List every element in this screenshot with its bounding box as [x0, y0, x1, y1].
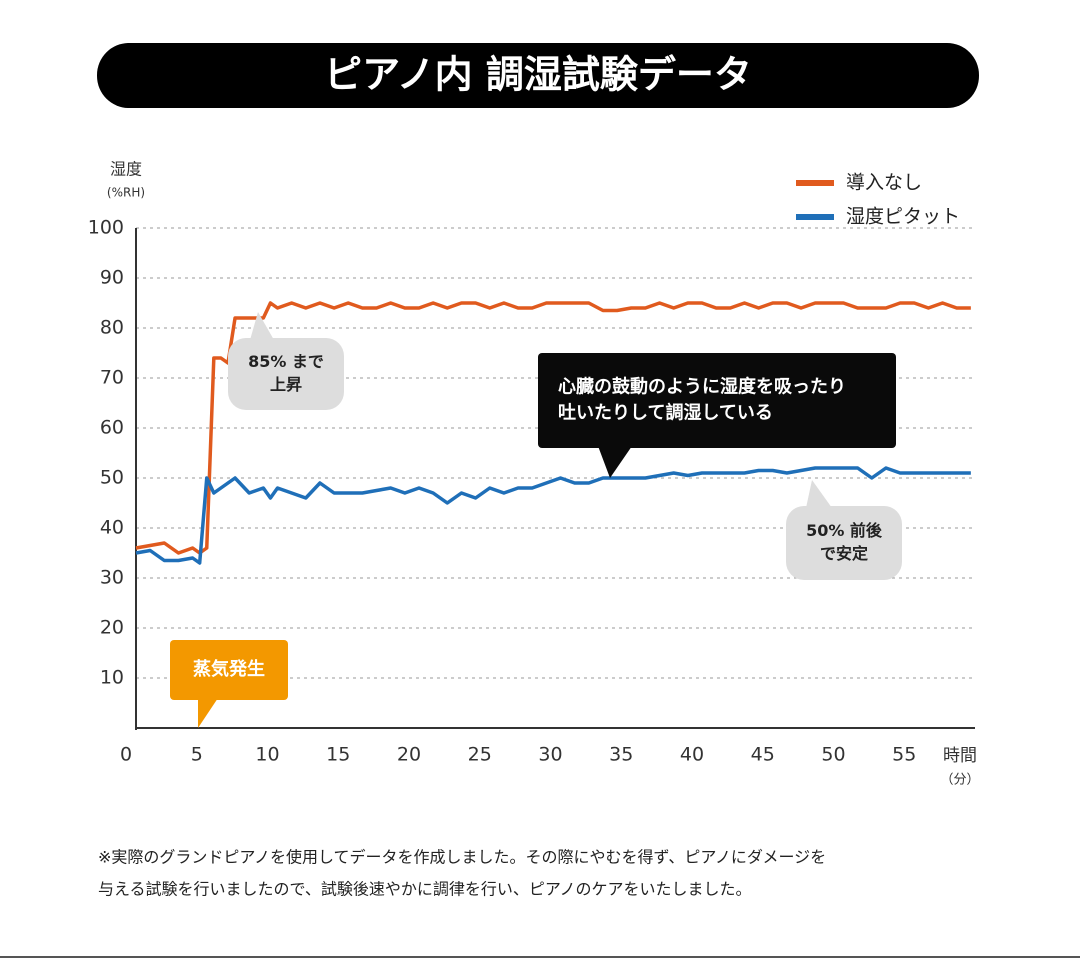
x-axis-unit: （分）: [940, 773, 979, 788]
x-tick-label: 50: [821, 744, 845, 766]
y-tick-label: 80: [100, 317, 124, 339]
callout-tail: [250, 312, 274, 340]
footnote: ※実際のグランドピアノを使用してデータを作成しました。その際にやむを得ず、ピアノ…: [98, 848, 826, 867]
callout-text: 吐いたりして調湿している: [558, 402, 773, 424]
data-line: [135, 301, 971, 555]
y-tick-label: 70: [100, 367, 124, 389]
callout-box: [786, 506, 902, 580]
legend-label: 湿度ピタット: [846, 206, 960, 228]
title-banner: [97, 43, 979, 108]
y-tick-label: 30: [100, 567, 124, 589]
chart-title: ピアノ内 調湿試験データ: [324, 53, 752, 97]
callout-text: 85% まで: [248, 352, 324, 371]
x-tick-label: 5: [191, 744, 203, 766]
callout-text: 蒸気発生: [193, 658, 265, 680]
x-tick-label: 15: [326, 744, 350, 766]
x-tick-label: 0: [120, 744, 132, 766]
x-tick-label: 45: [751, 744, 775, 766]
y-tick-label: 100: [88, 217, 124, 239]
callout-tail: [198, 698, 218, 728]
y-tick-label: 10: [100, 667, 124, 689]
callout-text: で安定: [820, 544, 868, 563]
callout-box: [170, 640, 288, 700]
callout-text: 50% 前後: [806, 521, 883, 540]
y-tick-label: 90: [100, 267, 124, 289]
x-tick-label: 55: [892, 744, 916, 766]
callout-box: [228, 338, 344, 410]
legend-label: 導入なし: [846, 172, 922, 194]
y-tick-label: 20: [100, 617, 124, 639]
callout-text: 上昇: [270, 375, 302, 394]
callout-tail: [598, 446, 632, 478]
footnote: 与える試験を行いましたので、試験後速やかに調律を行い、ピアノのケアをいたしました…: [98, 880, 751, 899]
x-tick-label: 30: [538, 744, 562, 766]
x-axis-label: 時間: [943, 746, 977, 766]
data-line: [135, 466, 971, 565]
y-tick-label: 60: [100, 417, 124, 439]
x-tick-label: 35: [609, 744, 633, 766]
x-tick-label: 40: [680, 744, 704, 766]
x-tick-label: 20: [397, 744, 421, 766]
callout-box: [538, 353, 896, 448]
y-tick-label: 50: [100, 467, 124, 489]
y-tick-label: 40: [100, 517, 124, 539]
x-tick-label: 10: [255, 744, 279, 766]
y-axis-unit: (%RH): [107, 186, 145, 200]
y-axis-label: 湿度: [110, 160, 142, 179]
callout-tail: [806, 480, 832, 508]
callout-text: 心臓の鼓動のように湿度を吸ったり: [558, 375, 846, 397]
x-tick-label: 25: [468, 744, 492, 766]
